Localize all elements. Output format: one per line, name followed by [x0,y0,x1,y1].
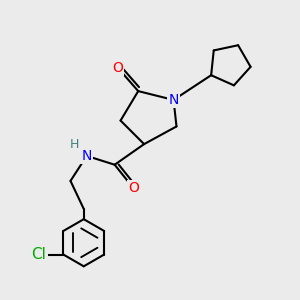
Text: O: O [112,61,123,75]
Text: Cl: Cl [32,247,46,262]
Text: H: H [70,138,79,151]
Text: O: O [128,181,139,195]
Text: N: N [82,149,92,163]
Text: N: N [168,93,179,107]
